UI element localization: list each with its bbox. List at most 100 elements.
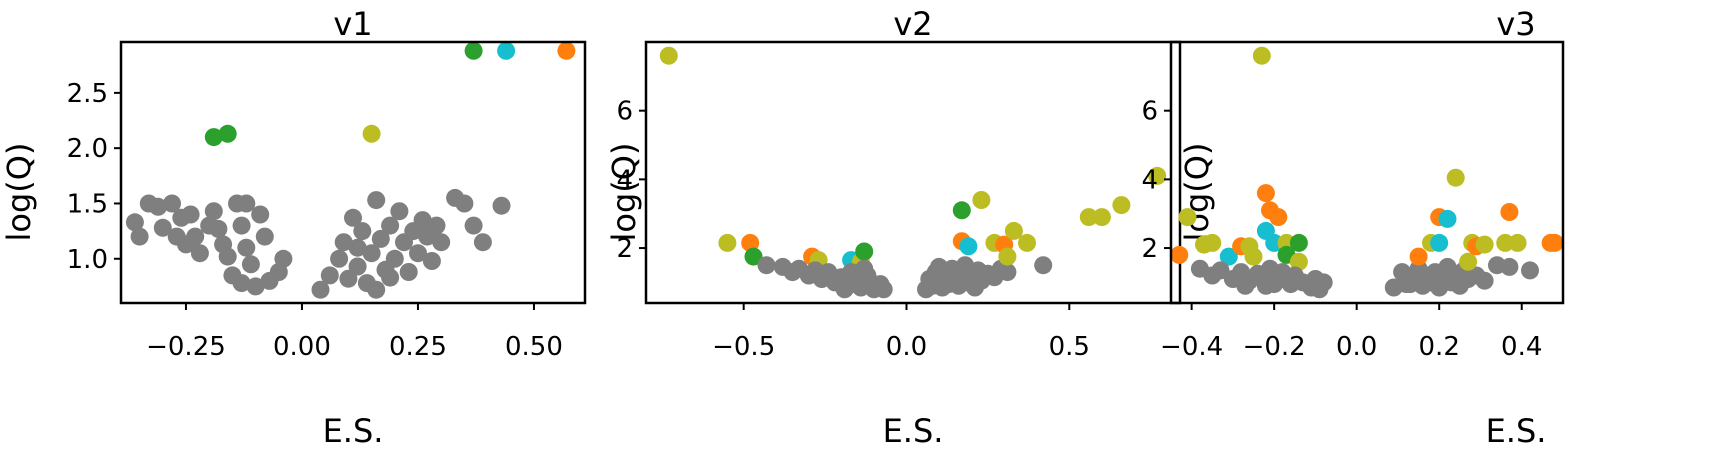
data-point-olive <box>1112 196 1131 215</box>
data-point-gray <box>1265 275 1284 294</box>
y-tick-label: 1.5 <box>67 189 108 219</box>
axes-frame <box>1169 40 1565 305</box>
data-point-olive <box>1148 166 1167 185</box>
data-point-gray <box>1521 261 1539 280</box>
plot-area: −0.4 −0.2 0.0 0.2 0.4 2 4 6 <box>1141 40 1565 362</box>
data-point-green <box>855 242 874 261</box>
y-tick-label: 2 <box>616 234 633 264</box>
data-point-gray <box>255 227 274 246</box>
data-point-olive <box>1244 247 1263 266</box>
data-point-gray <box>149 197 168 216</box>
data-point-orange <box>1545 233 1564 252</box>
data-point-green <box>1289 233 1308 252</box>
panel-v1: v1 log(Q) E.S. −0.25 0.00 0.25 0.50 1.0 1.5 2.… <box>0 5 587 450</box>
data-point-gray <box>835 280 854 299</box>
data-point-olive <box>1508 233 1527 252</box>
data-point-gray <box>320 266 339 285</box>
data-point-gray <box>348 257 367 276</box>
data-point-olive <box>998 247 1017 266</box>
data-point-orange <box>1170 245 1189 264</box>
chart-title: v3 <box>1496 5 1535 43</box>
data-point-gray <box>422 252 441 270</box>
data-point-orange <box>557 41 576 60</box>
x-tick-label: −0.5 <box>712 332 775 362</box>
data-point-gray <box>204 202 223 221</box>
data-point-olive <box>1092 208 1111 227</box>
data-point-gray <box>874 280 893 299</box>
y-axis-label: log(Q) <box>605 143 643 242</box>
data-point-gray <box>757 256 776 275</box>
y-tick-label: 2.5 <box>67 79 108 109</box>
data-point-gray <box>125 213 144 232</box>
data-point-green <box>204 128 223 147</box>
data-point-gray <box>432 233 451 252</box>
x-tick-label: 0.4 <box>1501 332 1542 362</box>
x-tick-label: 0.0 <box>886 332 927 362</box>
data-point-olive <box>1459 252 1478 271</box>
x-tick-label: 0.00 <box>273 332 331 362</box>
x-tick-label: 0.25 <box>389 332 447 362</box>
data-point-gray <box>492 196 511 215</box>
data-point-gray <box>385 249 404 268</box>
data-point-olive <box>659 46 678 65</box>
x-axis-label: E.S. <box>323 412 384 450</box>
data-point-olive <box>1079 208 1098 227</box>
data-point-olive <box>1252 46 1271 65</box>
data-point-green <box>464 41 483 60</box>
data-point-gray <box>334 233 353 252</box>
data-point-green <box>952 201 971 220</box>
data-point-gray <box>130 227 149 246</box>
data-point-olive <box>1496 233 1515 252</box>
data-point-gray <box>399 263 418 281</box>
data-point-orange <box>1409 247 1428 266</box>
data-point-gray <box>473 233 492 252</box>
x-tick-label: 0.5 <box>1049 332 1090 362</box>
data-point-gray <box>381 268 400 287</box>
data-point-green <box>218 124 237 143</box>
data-point-cyan <box>959 237 978 256</box>
x-axis-label: E.S. <box>1486 412 1547 450</box>
data-point-cyan <box>1430 233 1449 252</box>
data-point-cyan <box>1265 233 1284 252</box>
data-point-gray <box>339 269 358 288</box>
data-point-gray <box>390 202 409 221</box>
data-point-olive <box>1475 235 1494 254</box>
axes-frame <box>644 40 1182 305</box>
data-point-gray <box>353 222 372 241</box>
y-tick-label: 2.0 <box>67 134 108 164</box>
data-point-gray <box>413 211 432 230</box>
data-point-gray <box>855 259 874 278</box>
data-point-gray <box>998 263 1017 282</box>
data-point-gray <box>464 216 483 235</box>
y-tick-label: 6 <box>616 97 633 127</box>
panel-v2: v2 log(Q) E.S. −0.5 0.0 0.5 2 4 6 <box>605 5 1182 450</box>
data-point-olive <box>1203 233 1222 252</box>
data-point-gray <box>181 205 200 224</box>
y-tick-label: 1.0 <box>67 245 108 275</box>
data-point-orange <box>741 233 760 252</box>
plot-area: −0.5 0.0 0.5 2 4 6 <box>616 40 1182 362</box>
data-point-gray <box>409 244 427 263</box>
x-tick-label: −0.4 <box>1160 332 1223 362</box>
data-point-gray <box>241 255 260 274</box>
data-point-gray <box>190 244 209 263</box>
data-point-gray <box>427 216 446 235</box>
data-point-gray <box>209 219 228 238</box>
x-tick-label: −0.2 <box>1243 332 1306 362</box>
data-point-gray <box>1236 276 1255 295</box>
data-point-gray <box>1034 256 1053 275</box>
plot-area: −0.25 0.00 0.25 0.50 1.0 1.5 2.0 2.5 <box>67 40 587 362</box>
data-point-gray <box>218 247 237 266</box>
data-point-olive <box>1178 208 1197 227</box>
data-point-olive <box>1446 168 1465 187</box>
scatter-points <box>1170 46 1564 299</box>
data-point-gray <box>163 194 181 213</box>
data-point-cyan <box>497 41 516 60</box>
data-point-gray <box>367 191 386 210</box>
data-point-orange <box>1269 208 1288 227</box>
data-point-olive <box>1018 233 1036 252</box>
data-point-gray <box>371 229 390 248</box>
scatter-points <box>125 41 576 299</box>
data-point-gray <box>1475 271 1494 290</box>
axes-frame <box>119 40 587 305</box>
